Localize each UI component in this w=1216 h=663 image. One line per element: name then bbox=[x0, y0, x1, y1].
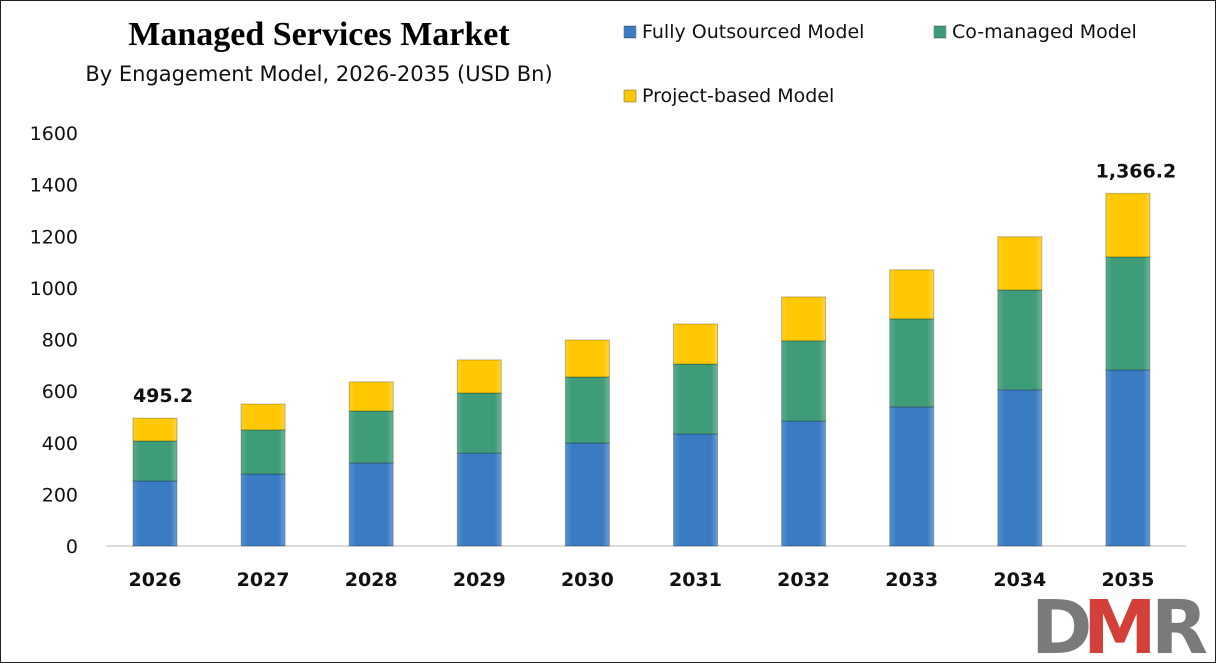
y-tick-label: 0 bbox=[66, 536, 78, 558]
data-label-total: 495.2 bbox=[133, 385, 193, 407]
x-tick-label: 2029 bbox=[453, 569, 506, 591]
bar-segment-co-managed-model-2033 bbox=[889, 318, 935, 408]
y-axis: 0 200 400 600 800 1000 1200 1400 1600 bbox=[30, 123, 78, 558]
y-tick-label: 1600 bbox=[30, 123, 78, 145]
bar-segment-fully-outsourced-model-2028 bbox=[348, 462, 394, 547]
legend: Fully Outsourced Model Co-managed Model Pr… bbox=[623, 21, 1137, 107]
bar-segment-project-based-model-2033 bbox=[889, 269, 935, 320]
bar-segment-fully-outsourced-model-2026 bbox=[132, 480, 178, 547]
chart-subtitle: By Engagement Model, 2026-2035 (USD Bn) bbox=[85, 62, 552, 86]
legend-label: Project-based Model bbox=[642, 85, 834, 107]
bar-segment-co-managed-model-2026 bbox=[132, 440, 178, 482]
bar-segment-project-based-model-2028 bbox=[348, 381, 394, 412]
x-tick-label: 2026 bbox=[129, 569, 182, 591]
legend-swatch bbox=[933, 25, 947, 39]
x-tick-label: 2033 bbox=[885, 569, 938, 591]
legend-swatch bbox=[623, 89, 637, 103]
y-tick-label: 1200 bbox=[30, 226, 78, 248]
bar-segment-co-managed-model-2028 bbox=[348, 410, 394, 464]
y-tick-label: 800 bbox=[42, 330, 78, 352]
bar-segment-project-based-model-2031 bbox=[673, 323, 718, 365]
bar-segment-fully-outsourced-model-2034 bbox=[997, 389, 1043, 547]
logo-d: D bbox=[1031, 585, 1092, 663]
x-tick-label: 2034 bbox=[993, 569, 1046, 591]
bar-segment-fully-outsourced-model-2029 bbox=[456, 452, 502, 547]
x-axis: 2026 2027 2028 2029 2030 2031 2032 2033 2034 2035 bbox=[129, 569, 1155, 591]
logo-r: R bbox=[1151, 585, 1208, 663]
bar-segment-co-managed-model-2030 bbox=[564, 376, 610, 444]
bar-segment-fully-outsourced-model-2027 bbox=[240, 473, 286, 547]
bar-segment-co-managed-model-2032 bbox=[781, 340, 827, 422]
y-tick-label: 600 bbox=[42, 381, 78, 403]
bar-segment-co-managed-model-2034 bbox=[997, 289, 1043, 391]
legend-label: Fully Outsourced Model bbox=[642, 21, 864, 43]
bar-segment-fully-outsourced-model-2030 bbox=[564, 442, 610, 547]
chart-title: Managed Services Market bbox=[128, 16, 510, 53]
y-tick-label: 1000 bbox=[30, 278, 78, 300]
bar-segment-project-based-model-2029 bbox=[456, 359, 502, 394]
bar-segment-fully-outsourced-model-2032 bbox=[781, 420, 827, 547]
bar-segment-project-based-model-2035 bbox=[1105, 192, 1151, 258]
dmr-logo: D M R bbox=[1031, 585, 1208, 663]
x-tick-label: 2031 bbox=[669, 569, 722, 591]
bar-segment-project-based-model-2034 bbox=[997, 236, 1043, 291]
y-tick-label: 1400 bbox=[30, 175, 78, 197]
bar-segment-project-based-model-2026 bbox=[132, 417, 178, 442]
bar-segment-co-managed-model-2035 bbox=[1105, 256, 1151, 371]
data-labels: 495.2 1,366.2 bbox=[133, 160, 1176, 407]
x-tick-label: 2032 bbox=[777, 569, 830, 591]
bar-segment-co-managed-model-2029 bbox=[456, 392, 502, 454]
legend-label: Co-managed Model bbox=[952, 21, 1137, 43]
y-tick-label: 400 bbox=[42, 433, 78, 455]
bar-segment-fully-outsourced-model-2033 bbox=[889, 406, 935, 547]
legend-swatch bbox=[623, 25, 637, 39]
bar-segment-project-based-model-2032 bbox=[781, 296, 827, 342]
bars bbox=[132, 192, 1151, 547]
bar-segment-co-managed-model-2031 bbox=[673, 363, 718, 435]
bar-segment-project-based-model-2027 bbox=[240, 403, 286, 431]
x-tick-label: 2030 bbox=[561, 569, 614, 591]
bar-segment-co-managed-model-2027 bbox=[240, 429, 286, 475]
x-tick-label: 2027 bbox=[237, 569, 290, 591]
bar-segment-fully-outsourced-model-2031 bbox=[673, 433, 718, 547]
bar-segment-project-based-model-2030 bbox=[564, 339, 610, 378]
data-label-total: 1,366.2 bbox=[1096, 160, 1177, 182]
logo-m: M bbox=[1083, 585, 1157, 663]
y-tick-label: 200 bbox=[42, 484, 78, 506]
x-tick-label: 2028 bbox=[345, 569, 398, 591]
x-tick-label: 2035 bbox=[1101, 569, 1154, 591]
bar-segment-fully-outsourced-model-2035 bbox=[1105, 369, 1151, 547]
